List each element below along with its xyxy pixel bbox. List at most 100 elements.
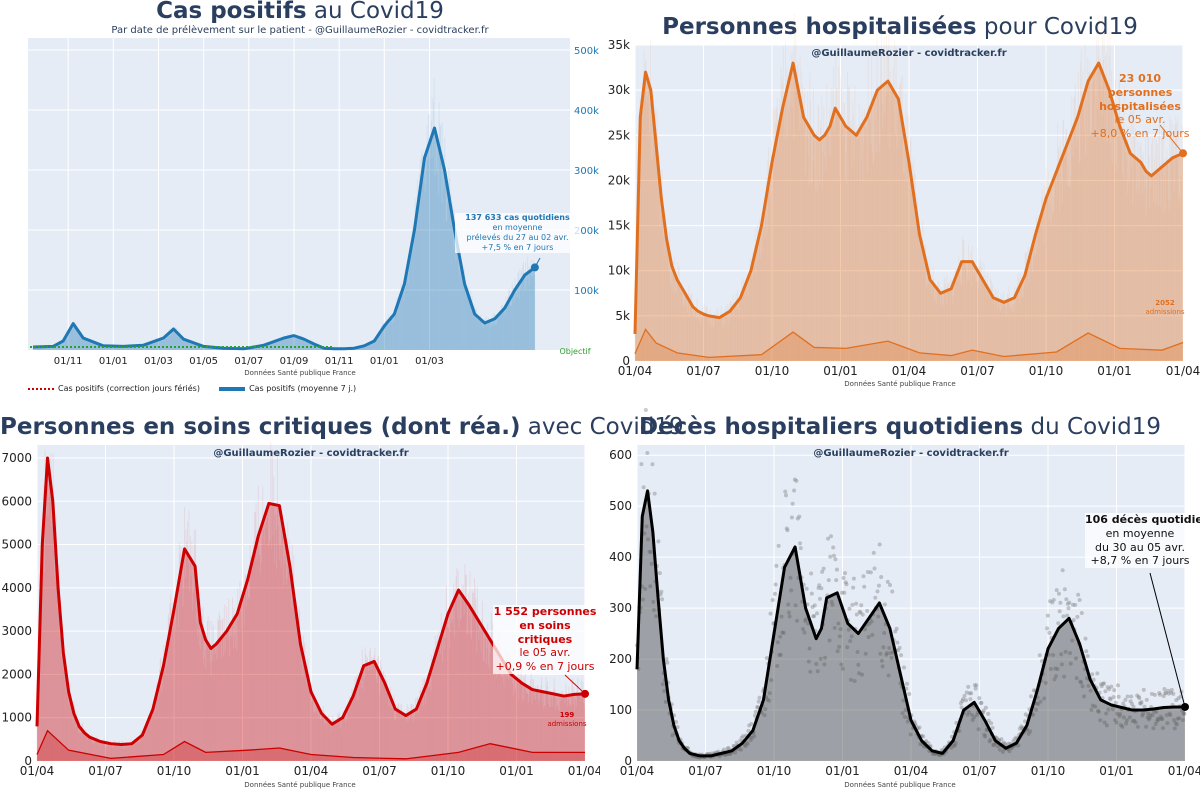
daily-point [850,602,855,607]
daily-point [953,741,958,746]
daily-point [1155,716,1160,721]
daily-point [855,650,860,655]
daily-point [983,734,988,739]
daily-point [975,713,980,718]
daily-point [982,732,987,737]
daily-point [884,652,889,657]
daily-point [1070,602,1075,607]
daily-point [1043,680,1048,685]
daily-point [763,707,768,712]
daily-point [1144,697,1149,702]
daily-point [752,734,757,739]
daily-point [639,462,644,467]
daily-point [991,743,996,748]
daily-point [842,590,847,595]
daily-point [977,696,982,701]
daily-point [1133,720,1138,725]
daily-point [1050,600,1055,605]
daily-point [1169,687,1174,692]
daily-point [1105,685,1110,690]
legend-entry-correction: Cas positifs (correction jours fériés) [58,384,200,393]
daily-point [1132,718,1137,723]
daily-point [1115,683,1120,688]
daily-point [885,579,890,584]
daily-point [873,595,878,600]
daily-point [837,634,842,639]
daily-point [1130,719,1135,724]
daily-point [899,653,904,658]
daily-point [881,645,886,650]
daily-point [783,489,788,494]
daily-point [895,640,900,645]
x-tick-label: 01/04 [568,764,600,778]
x-tick-label: 01/04 [892,364,927,378]
daily-point [1109,684,1114,689]
daily-point [726,746,731,751]
x-tick-label: 01/10 [1029,364,1064,378]
daily-point [1059,662,1064,667]
daily-point [1125,694,1130,699]
daily-point [1045,613,1050,618]
daily-point [1180,718,1185,723]
daily-point [1061,614,1066,619]
daily-point [784,526,789,531]
daily-point [1135,724,1140,729]
series-line [635,489,1185,758]
daily-point [865,569,870,574]
daily-point [1034,701,1039,706]
daily-point [812,614,817,619]
annotation-admissions: 199 admissions [547,711,587,728]
daily-point [1090,672,1095,677]
daily-point [1028,694,1033,699]
daily-point [1017,726,1022,731]
daily-point [886,673,891,678]
daily-point [725,746,730,751]
annotation-deces: 106 décès quotidiens en moyenne du 30 au… [1085,513,1200,568]
daily-point [1174,698,1179,703]
y-tick-label: 500 [609,499,632,513]
legend-entry-moyenne: Cas positifs (moyenne 7 j.) [249,384,357,393]
x-tick-label: 01/01 [1099,764,1134,778]
daily-point [845,645,850,650]
daily-point [1086,683,1091,688]
x-tick-label: 01/11 [325,356,354,367]
daily-point [1141,711,1146,716]
daily-point [739,735,744,740]
daily-point [1091,677,1096,682]
daily-point [843,580,848,585]
y-tick-label: 600 [609,448,632,462]
x-tick-label: 01/07 [962,764,997,778]
daily-point [755,705,760,710]
daily-point [1150,712,1155,717]
daily-point [1070,638,1075,643]
daily-point [1173,721,1178,726]
y-tick-label: 0 [24,754,32,768]
daily-point [835,649,840,654]
daily-point [1107,696,1112,701]
daily-point [870,632,875,637]
daily-point [741,734,746,739]
daily-point [1000,750,1005,755]
daily-point [1106,707,1111,712]
daily-point [861,574,866,579]
daily-point [1162,687,1167,692]
daily-point [744,740,749,745]
daily-point [1121,715,1126,720]
daily-point [789,588,794,593]
daily-point [778,652,783,657]
annotation-admissions: 2052 admissions [1145,299,1185,316]
daily-point [1156,717,1161,722]
x-tick-label: 01/07 [88,764,123,778]
x-tick-label: 01/04 [1166,364,1200,378]
daily-point [860,612,865,617]
admissions-line [36,729,586,760]
series-line [35,456,586,747]
daily-point [1060,568,1065,573]
y-tick-label: 300 [609,601,632,615]
daily-point [649,561,654,566]
daily-point [1155,719,1160,724]
daily-point [660,597,665,602]
y-tick-label: 35k [608,38,630,52]
daily-point [918,741,923,746]
daily-point [968,697,973,702]
